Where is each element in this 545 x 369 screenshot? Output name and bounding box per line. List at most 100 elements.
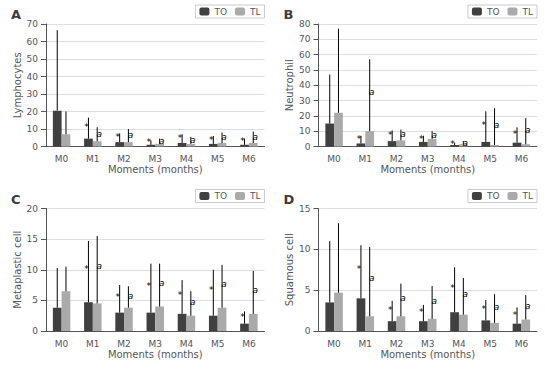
svg-text:M5: M5 <box>211 339 225 349</box>
svg-text:10: 10 <box>27 124 39 134</box>
svg-text:M2: M2 <box>390 339 404 349</box>
svg-text:M1: M1 <box>86 154 100 164</box>
svg-text:a: a <box>221 132 227 142</box>
svg-text:Squamous cell: Squamous cell <box>284 233 295 306</box>
svg-text:M0: M0 <box>327 154 341 164</box>
svg-text:50: 50 <box>299 65 311 75</box>
svg-text:a: a <box>400 129 406 139</box>
svg-text:M4: M4 <box>180 339 194 349</box>
svg-text:Moments (months): Moments (months) <box>108 164 203 175</box>
svg-text:M4: M4 <box>180 154 194 164</box>
svg-text:*: * <box>419 307 424 317</box>
svg-text:*: * <box>178 133 183 143</box>
svg-text:a: a <box>128 291 134 301</box>
svg-text:a: a <box>128 130 134 140</box>
svg-text:a: a <box>369 87 375 97</box>
svg-text:*: * <box>419 134 424 144</box>
svg-text:*: * <box>357 264 362 274</box>
svg-text:*: * <box>147 137 152 147</box>
svg-text:80: 80 <box>299 19 311 29</box>
svg-text:5: 5 <box>32 295 38 305</box>
svg-text:Neutrophil: Neutrophil <box>284 59 295 111</box>
svg-text:20: 20 <box>27 204 39 214</box>
svg-text:TO: TO <box>486 7 500 17</box>
svg-text:a: a <box>525 301 531 311</box>
svg-text:70: 70 <box>27 19 39 29</box>
svg-text:0: 0 <box>32 142 38 152</box>
svg-text:a: a <box>400 293 406 303</box>
svg-text:*: * <box>388 130 393 140</box>
svg-text:a: a <box>431 296 437 306</box>
svg-text:M3: M3 <box>149 339 163 349</box>
svg-text:a: a <box>369 273 375 283</box>
svg-text:0: 0 <box>32 326 38 336</box>
svg-text:*: * <box>450 283 455 293</box>
svg-text:M1: M1 <box>359 154 373 164</box>
svg-text:a: a <box>190 135 196 145</box>
svg-text:20: 20 <box>27 107 39 117</box>
svg-text:M5: M5 <box>483 154 497 164</box>
svg-text:TL: TL <box>521 7 533 17</box>
svg-text:TL: TL <box>249 7 261 17</box>
svg-text:Metaplastic cell: Metaplastic cell <box>12 231 23 309</box>
svg-text:*: * <box>240 136 245 146</box>
svg-text:*: * <box>513 310 518 320</box>
svg-text:TL: TL <box>521 191 533 201</box>
svg-text:M1: M1 <box>86 339 100 349</box>
svg-text:a: a <box>96 129 102 139</box>
svg-text:a: a <box>463 138 469 148</box>
svg-text:*: * <box>482 304 487 314</box>
svg-text:a: a <box>190 297 196 307</box>
svg-text:a: a <box>463 289 469 299</box>
svg-text:M0: M0 <box>55 339 69 349</box>
svg-text:10: 10 <box>299 244 311 254</box>
svg-text:*: * <box>178 290 183 300</box>
svg-text:30: 30 <box>299 96 311 106</box>
svg-text:M4: M4 <box>452 154 466 164</box>
svg-text:*: * <box>357 134 362 144</box>
svg-text:40: 40 <box>299 80 311 90</box>
svg-text:B: B <box>284 7 294 22</box>
svg-text:Moments (months): Moments (months) <box>380 164 475 175</box>
svg-text:M0: M0 <box>55 154 69 164</box>
svg-text:a: a <box>494 302 500 312</box>
svg-text:10: 10 <box>299 126 311 136</box>
svg-text:70: 70 <box>299 34 311 44</box>
svg-text:60: 60 <box>299 50 311 60</box>
svg-text:M6: M6 <box>515 339 529 349</box>
svg-text:M6: M6 <box>242 339 256 349</box>
svg-text:*: * <box>513 129 518 139</box>
svg-text:20: 20 <box>299 111 311 121</box>
svg-text:M2: M2 <box>390 154 404 164</box>
svg-text:TO: TO <box>486 191 500 201</box>
svg-text:*: * <box>209 285 214 295</box>
svg-text:M3: M3 <box>421 154 435 164</box>
svg-text:TL: TL <box>249 191 261 201</box>
svg-text:M4: M4 <box>452 339 466 349</box>
svg-text:5: 5 <box>305 285 311 295</box>
svg-text:0: 0 <box>305 326 311 336</box>
svg-text:M1: M1 <box>359 339 373 349</box>
svg-text:A: A <box>11 7 21 22</box>
svg-text:*: * <box>388 305 393 315</box>
svg-text:*: * <box>84 264 89 274</box>
svg-text:a: a <box>253 285 259 295</box>
svg-text:a: a <box>96 261 102 271</box>
svg-text:TO: TO <box>213 7 227 17</box>
svg-text:a: a <box>159 278 165 288</box>
svg-text:a: a <box>494 120 500 130</box>
svg-text:a: a <box>253 132 259 142</box>
svg-text:Lymphocytes: Lymphocytes <box>12 52 23 118</box>
svg-text:30: 30 <box>27 89 39 99</box>
svg-text:Moments (months): Moments (months) <box>380 349 475 360</box>
svg-text:D: D <box>284 192 295 207</box>
svg-text:C: C <box>11 192 21 207</box>
svg-text:10: 10 <box>27 265 39 275</box>
svg-text:TO: TO <box>213 191 227 201</box>
svg-text:15: 15 <box>299 204 310 214</box>
svg-text:Moments (months): Moments (months) <box>108 349 203 360</box>
svg-text:M6: M6 <box>515 154 529 164</box>
svg-text:50: 50 <box>27 54 39 64</box>
svg-text:a: a <box>431 130 437 140</box>
svg-text:M3: M3 <box>421 339 435 349</box>
